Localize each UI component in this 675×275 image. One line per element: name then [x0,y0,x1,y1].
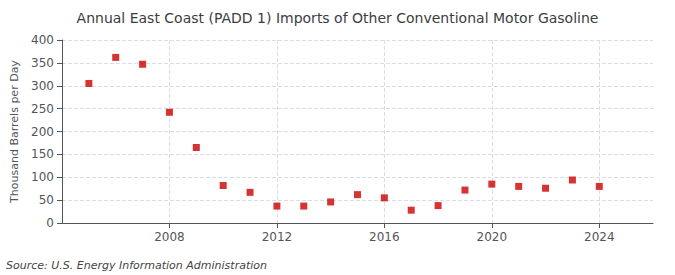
svg-text:200: 200 [31,125,54,139]
svg-text:0: 0 [46,216,54,230]
svg-text:250: 250 [31,102,54,116]
svg-text:300: 300 [31,79,54,93]
svg-text:400: 400 [31,33,54,47]
svg-text:Source: U.S. Energy Informatio: Source: U.S. Energy Information Administ… [6,259,267,272]
svg-text:150: 150 [31,147,54,161]
svg-text:Thousand Barrels per Day: Thousand Barrels per Day [8,60,21,204]
svg-text:100: 100 [31,170,54,184]
svg-text:2012: 2012 [262,230,293,244]
svg-text:50: 50 [39,193,54,207]
svg-text:Annual East Coast (PADD 1) Imp: Annual East Coast (PADD 1) Imports of Ot… [77,10,599,26]
svg-text:2020: 2020 [477,230,508,244]
svg-text:350: 350 [31,56,54,70]
svg-text:2024: 2024 [584,230,615,244]
svg-text:2016: 2016 [369,230,400,244]
svg-text:2008: 2008 [154,230,185,244]
